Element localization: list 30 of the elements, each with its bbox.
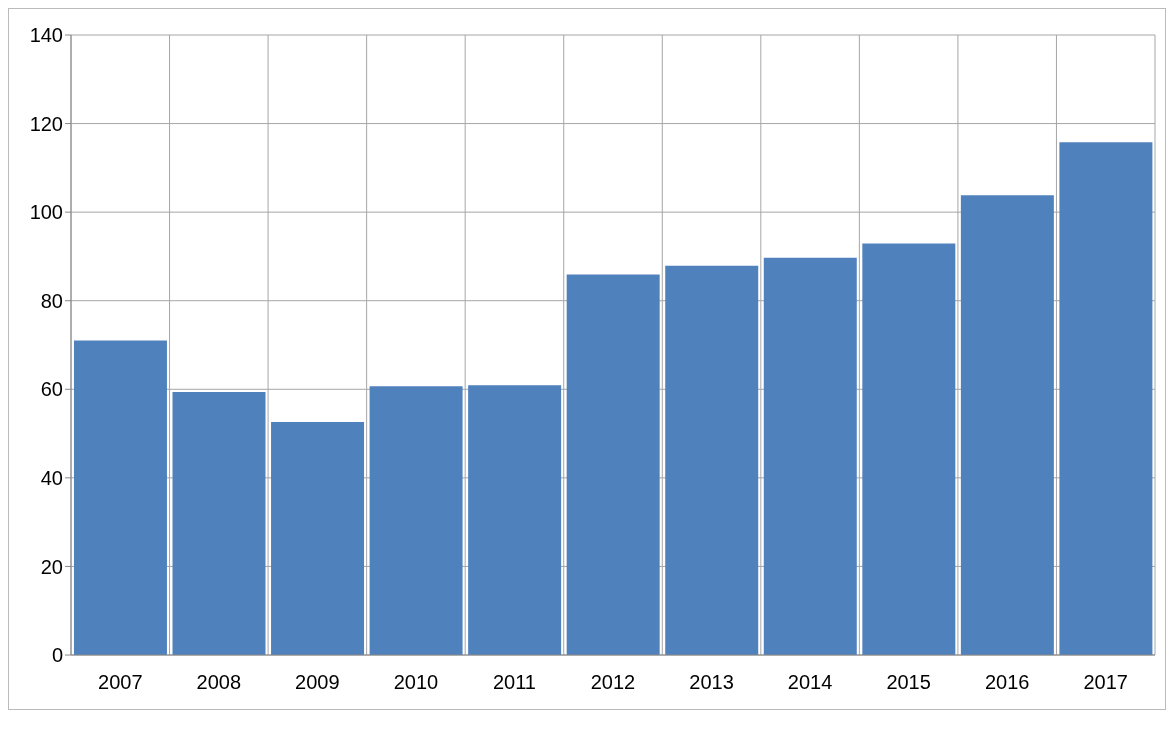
bar	[665, 265, 759, 655]
bar	[763, 257, 857, 655]
x-tick-label: 2014	[787, 671, 833, 694]
x-tick-label: 2007	[98, 671, 143, 694]
y-tick-label: 140	[29, 24, 63, 47]
x-tick-label: 2015	[886, 671, 931, 694]
bar	[73, 340, 167, 655]
y-tick-label: 60	[40, 378, 63, 401]
x-tick-label: 2012	[590, 671, 636, 694]
bar	[1059, 142, 1153, 655]
bar	[172, 391, 266, 655]
y-tick-label: 100	[29, 201, 63, 224]
x-tick-label: 2010	[393, 671, 439, 694]
x-tick-label: 2013	[689, 671, 734, 694]
bar	[566, 274, 660, 655]
x-tick-label: 2011	[492, 671, 536, 694]
y-tick-label: 0	[51, 644, 63, 667]
bar	[862, 243, 956, 655]
bar	[369, 386, 463, 655]
x-tick-label: 2017	[1083, 671, 1128, 694]
x-tick-label: 2009	[295, 671, 340, 694]
y-tick-label: 80	[40, 289, 63, 312]
x-tick-label: 2008	[196, 671, 242, 694]
y-tick-label: 20	[40, 555, 63, 578]
x-tick-label: 2016	[984, 671, 1030, 694]
bar	[960, 195, 1054, 655]
bar	[271, 422, 365, 655]
y-tick-label: 120	[29, 112, 63, 135]
y-tick-label: 40	[40, 466, 63, 489]
bar	[468, 385, 562, 655]
